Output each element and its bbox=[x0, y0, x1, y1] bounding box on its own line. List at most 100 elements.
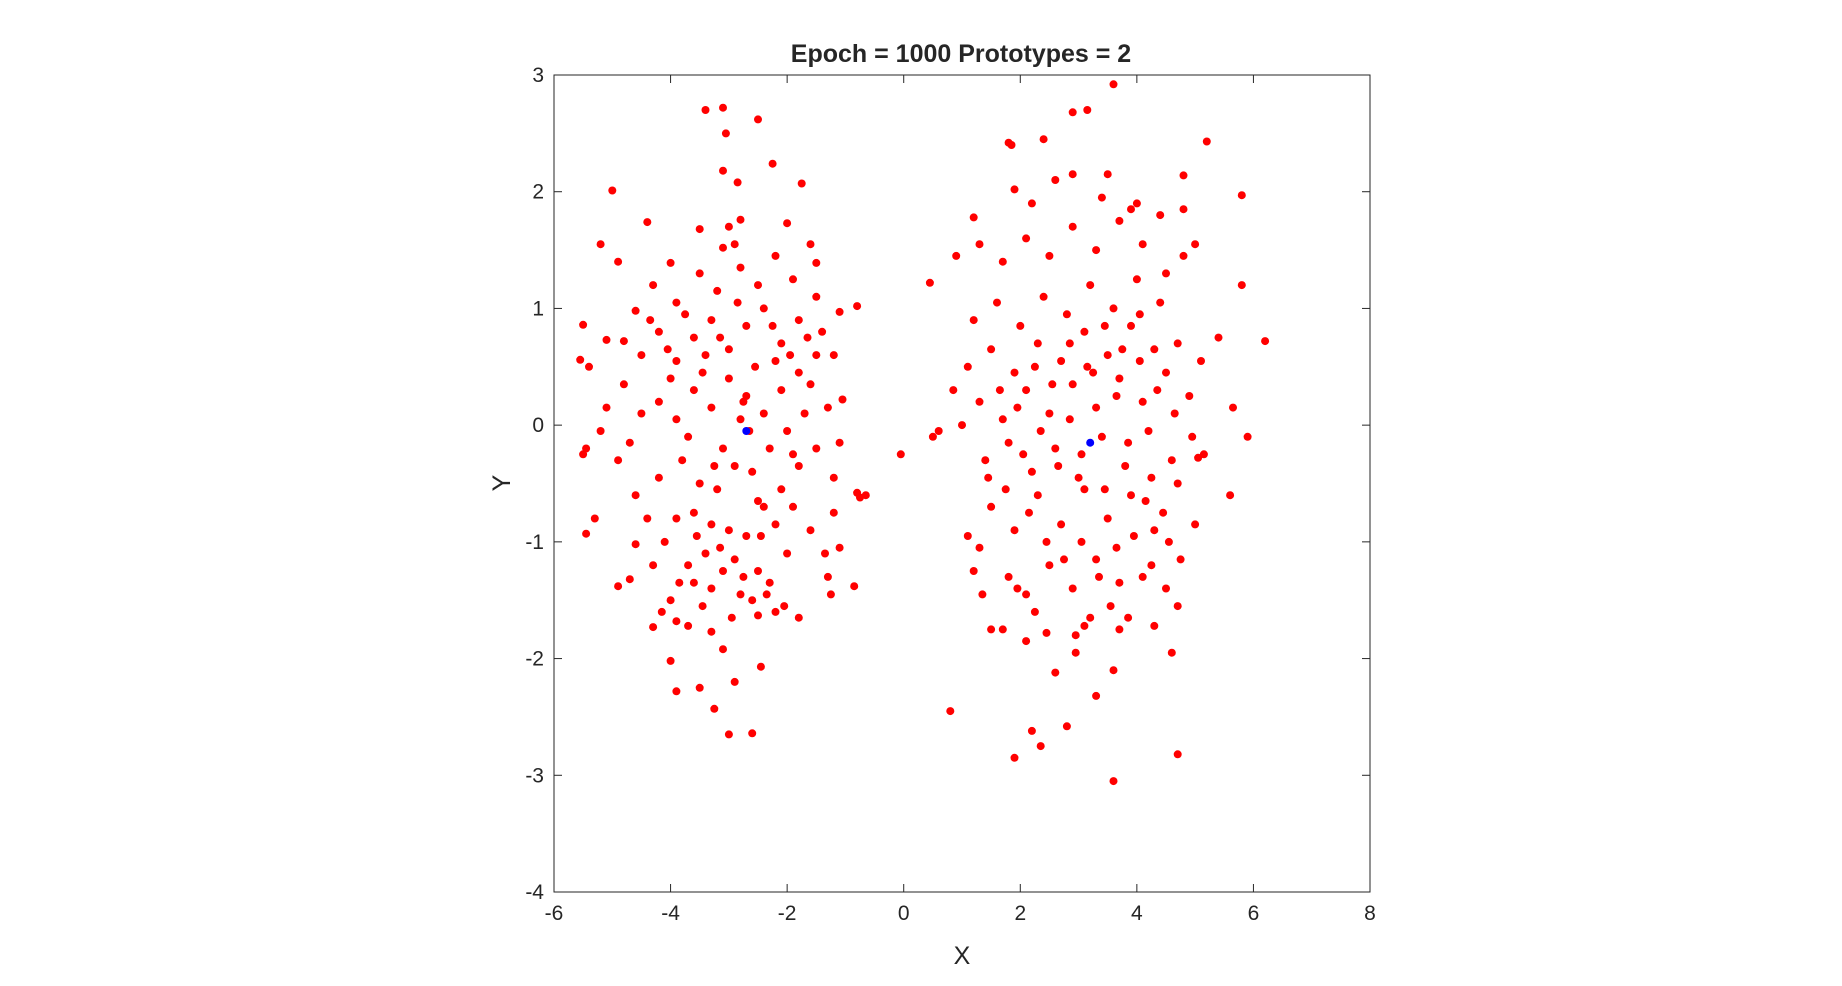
data-point bbox=[1057, 357, 1066, 365]
data-point bbox=[701, 351, 710, 360]
data-point bbox=[710, 462, 719, 470]
data-point bbox=[730, 555, 739, 564]
data-points bbox=[576, 80, 1270, 786]
y-tick-label: -4 bbox=[525, 881, 544, 904]
data-point bbox=[794, 368, 803, 377]
data-point bbox=[1138, 240, 1147, 249]
data-point bbox=[625, 575, 634, 584]
data-point bbox=[1191, 240, 1200, 249]
data-point bbox=[1054, 462, 1063, 470]
data-point bbox=[701, 106, 710, 114]
data-point bbox=[1048, 380, 1057, 389]
data-point bbox=[1156, 211, 1165, 220]
data-point bbox=[1030, 362, 1039, 371]
y-tick-label: 2 bbox=[532, 181, 544, 204]
data-point bbox=[812, 258, 821, 267]
data-point bbox=[608, 186, 617, 195]
data-point bbox=[1243, 432, 1252, 441]
data-point bbox=[672, 298, 681, 307]
data-point bbox=[952, 251, 961, 260]
data-point bbox=[1013, 403, 1022, 412]
data-point bbox=[1080, 327, 1089, 336]
data-point bbox=[797, 179, 806, 188]
data-point bbox=[1010, 185, 1019, 194]
data-point bbox=[987, 502, 996, 511]
data-point bbox=[1214, 333, 1223, 342]
data-point bbox=[1141, 497, 1150, 505]
data-point bbox=[1185, 392, 1194, 400]
data-point bbox=[1013, 584, 1022, 593]
prototype-point bbox=[1086, 438, 1095, 447]
data-point bbox=[1109, 80, 1118, 89]
data-point bbox=[713, 286, 722, 295]
data-point bbox=[1007, 141, 1016, 149]
data-point bbox=[657, 607, 666, 616]
data-point bbox=[1092, 246, 1101, 255]
data-point bbox=[698, 602, 707, 611]
data-point bbox=[582, 529, 591, 538]
data-point bbox=[654, 327, 663, 336]
data-point bbox=[963, 532, 972, 540]
data-point bbox=[1109, 666, 1118, 675]
data-point bbox=[666, 596, 675, 605]
data-point bbox=[789, 275, 797, 284]
data-point bbox=[1027, 726, 1036, 735]
data-point bbox=[1138, 572, 1147, 581]
data-point bbox=[777, 339, 786, 348]
data-point bbox=[695, 225, 704, 234]
data-point bbox=[754, 115, 762, 124]
axes-box bbox=[553, 74, 1371, 893]
data-point bbox=[1057, 520, 1066, 529]
data-point bbox=[821, 549, 829, 558]
data-point bbox=[783, 549, 792, 558]
data-point bbox=[1173, 602, 1182, 611]
data-point bbox=[812, 292, 821, 301]
data-point bbox=[826, 590, 835, 599]
data-point bbox=[631, 540, 640, 549]
data-point bbox=[1077, 450, 1086, 459]
data-point bbox=[794, 462, 803, 470]
data-point bbox=[733, 298, 742, 307]
data-point bbox=[695, 269, 704, 278]
data-point bbox=[756, 662, 765, 671]
data-point bbox=[1062, 722, 1071, 731]
data-point bbox=[596, 427, 605, 435]
data-point bbox=[806, 380, 815, 389]
chart-title: Epoch = 1000 Prototypes = 2 bbox=[791, 40, 1131, 68]
x-axis-label: X bbox=[954, 942, 971, 970]
data-point bbox=[748, 596, 757, 605]
data-point bbox=[1004, 438, 1013, 447]
data-point bbox=[736, 415, 745, 424]
data-point bbox=[806, 526, 815, 535]
data-point bbox=[1124, 438, 1133, 447]
data-point bbox=[925, 278, 934, 287]
data-point bbox=[1036, 427, 1045, 435]
data-point bbox=[698, 368, 707, 377]
data-point bbox=[1162, 584, 1170, 593]
data-point bbox=[1045, 409, 1054, 418]
data-point bbox=[614, 257, 623, 266]
data-point bbox=[654, 397, 663, 406]
data-point bbox=[1086, 613, 1095, 622]
data-point bbox=[1132, 199, 1141, 208]
data-point bbox=[1237, 191, 1246, 200]
data-point bbox=[1051, 668, 1060, 677]
data-point bbox=[707, 403, 716, 412]
data-point bbox=[835, 543, 844, 552]
data-point bbox=[765, 578, 774, 587]
data-point bbox=[856, 493, 864, 502]
data-point bbox=[1261, 337, 1270, 346]
data-point bbox=[823, 403, 832, 412]
x-tick-label: 6 bbox=[1248, 902, 1260, 925]
data-point bbox=[783, 427, 792, 435]
data-point bbox=[719, 567, 727, 575]
data-point bbox=[818, 327, 827, 336]
data-point bbox=[771, 251, 780, 260]
data-point bbox=[771, 520, 780, 529]
data-point bbox=[692, 532, 701, 540]
data-point bbox=[1150, 621, 1159, 630]
data-point bbox=[719, 444, 727, 453]
data-point bbox=[975, 240, 984, 249]
data-point bbox=[649, 561, 658, 570]
data-point bbox=[1080, 621, 1089, 630]
